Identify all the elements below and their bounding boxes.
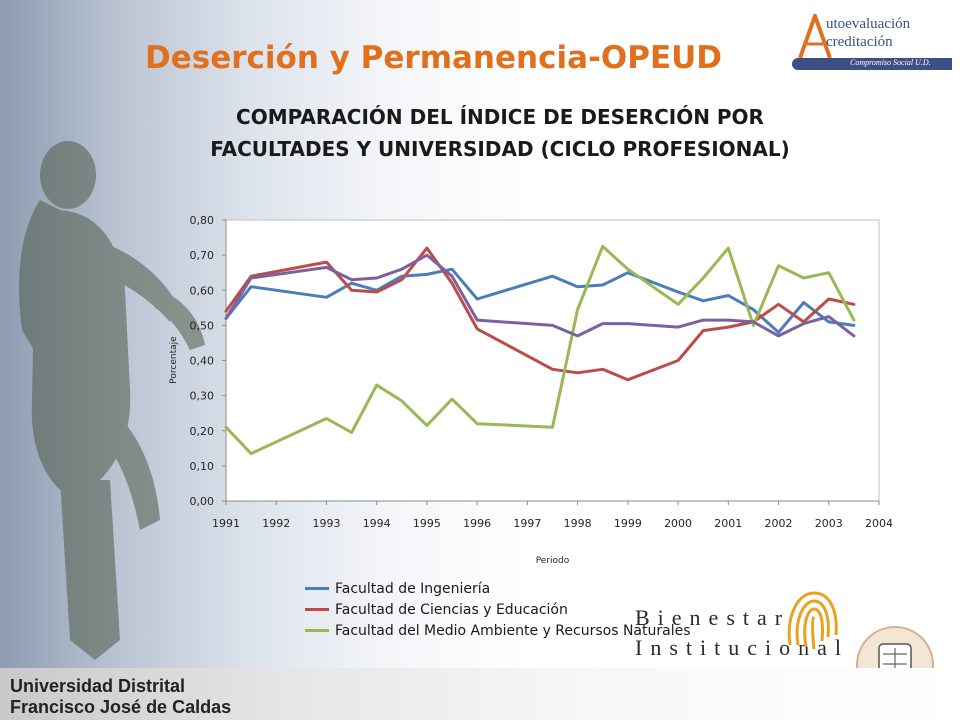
legend-item-ciencias-educacion: Facultad de Ciencias y Educación	[305, 599, 691, 620]
chart-title-line-1: COMPARACIÓN DEL ÍNDICE DE DESERCIÓN POR	[236, 105, 764, 129]
y-tick-label: 0,40	[190, 355, 215, 368]
series-line-1	[224, 246, 856, 382]
x-tick-label: 2004	[865, 517, 893, 530]
slide-title: Deserción y Permanencia-OPEUD	[145, 40, 723, 76]
plot-area	[225, 219, 880, 502]
university-name-line-2: Francisco José de Caldas	[10, 697, 232, 717]
x-tick-label: 1996	[463, 517, 491, 530]
bienestar-line-2: Institucional	[635, 635, 849, 660]
x-tick-label: 1995	[413, 517, 441, 530]
series-line-3	[224, 253, 856, 338]
legend-label: Facultad del Medio Ambiente y Recursos N…	[335, 622, 691, 639]
legend-item-medio-ambiente: Facultad del Medio Ambiente y Recursos N…	[305, 620, 691, 641]
logo-line-1: utoevaluación	[826, 16, 911, 32]
y-tick-label: 0,70	[190, 249, 215, 262]
x-axis-label: Periodo	[536, 556, 570, 566]
university-name-line-1: Universidad Distrital	[10, 676, 186, 696]
autoevaluacion-logo: utoevaluación creditación Compromiso Soc…	[790, 14, 955, 74]
legend-swatch	[305, 608, 329, 611]
logo-line-2: creditación	[826, 34, 893, 50]
logo-tagline: Compromiso Social U.D.	[850, 58, 931, 67]
legend-swatch	[305, 587, 329, 590]
x-tick-label: 1992	[262, 517, 290, 530]
x-tick-label: 2001	[714, 517, 742, 530]
x-tick-label: 2003	[815, 517, 843, 530]
x-tick-label: 1997	[513, 517, 541, 530]
y-axis-label: Porcentaje	[169, 336, 179, 384]
x-tick-label: 1999	[614, 517, 642, 530]
chart-title-line-2: FACULTADES Y UNIVERSIDAD (CICLO PROFESIO…	[210, 137, 790, 161]
x-tick-label: 1994	[363, 517, 391, 530]
legend-label: Facultad de Ciencias y Educación	[335, 601, 568, 618]
legend-label: Facultad de Ingeniería	[335, 580, 491, 597]
chart-legend: Facultad de Ingeniería Facultad de Cienc…	[305, 578, 691, 641]
acreditacion-letter-mark	[798, 14, 832, 59]
x-tick-label: 2002	[765, 517, 793, 530]
y-tick-label: 0,20	[190, 425, 215, 438]
statue-image	[19, 141, 205, 660]
x-tick-label: 2000	[664, 517, 692, 530]
x-tick-label: 1991	[212, 517, 240, 530]
y-tick-label: 0,80	[190, 214, 215, 227]
y-tick-label: 0,10	[190, 460, 215, 473]
university-footer-band	[0, 668, 960, 720]
y-tick-label: 0,00	[190, 495, 215, 508]
bienestar-line-1: Bienestar	[635, 605, 791, 630]
legend-item-ingenieria: Facultad de Ingeniería	[305, 578, 691, 599]
chart-title: COMPARACIÓN DEL ÍNDICE DE DESERCIÓN POR …	[200, 101, 800, 165]
legend-swatch	[305, 629, 329, 632]
y-tick-label: 0,60	[190, 284, 215, 297]
x-tick-label: 1993	[312, 517, 340, 530]
y-tick-label: 0,50	[190, 319, 215, 332]
series-line-2	[224, 244, 856, 456]
series-line-0	[224, 267, 856, 334]
fingerprint-icon	[787, 591, 838, 650]
x-tick-label: 1998	[564, 517, 592, 530]
bienestar-institucional-logo: Bienestar Institucional	[635, 605, 849, 661]
y-tick-label: 0,30	[190, 390, 215, 403]
logo-bar	[792, 58, 952, 70]
